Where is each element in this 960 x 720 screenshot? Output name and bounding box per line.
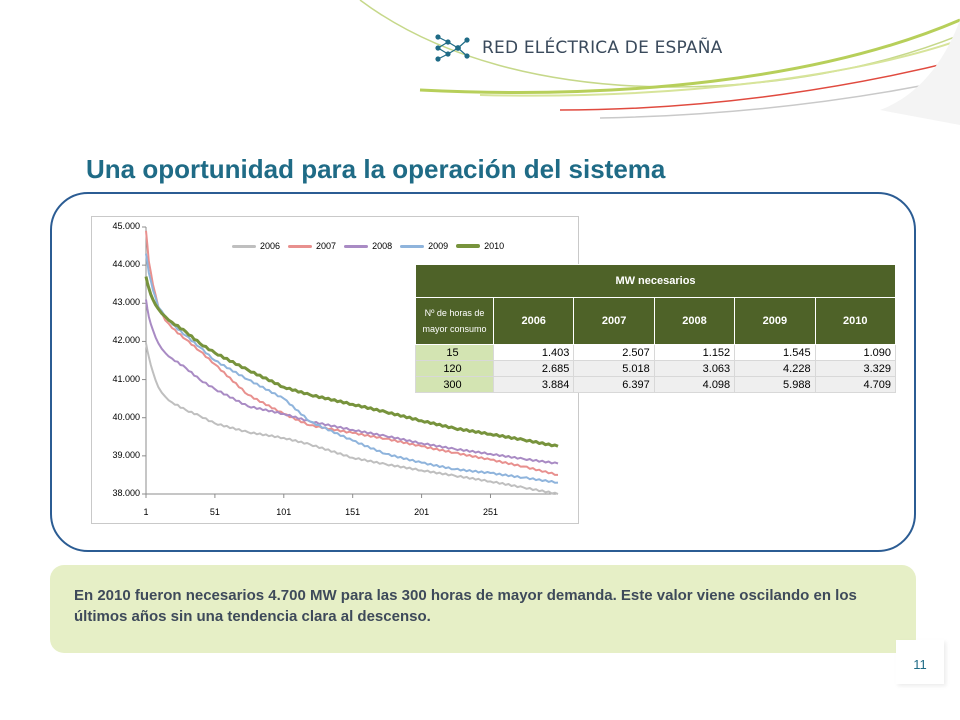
row-label: 15 (415, 344, 494, 361)
table-cell: 4.709 (814, 376, 897, 393)
table-title: MW necesarios (415, 264, 896, 298)
legend-item-2009: 2009 (400, 241, 448, 251)
legend-item-2006: 2006 (232, 241, 280, 251)
decorative-swooshes (359, 0, 960, 125)
legend-swatch (456, 244, 481, 248)
table-cell: 2.685 (492, 360, 575, 377)
legend-swatch (288, 244, 313, 248)
series-line-2007 (145, 230, 558, 476)
y-tick-label: 38.000 (112, 488, 140, 498)
table-cell: 1.403 (492, 344, 575, 361)
y-tick-label: 42.000 (112, 335, 140, 346)
x-tick-label: 51 (209, 507, 220, 517)
table-row: 15 1.403 2.507 1.152 1.545 1.090 (415, 344, 897, 361)
y-tick-label: 41.000 (112, 373, 140, 384)
legend-label: 2010 (484, 241, 505, 251)
table-cell: 4.228 (734, 360, 816, 377)
y-tick-label: 40.000 (112, 411, 140, 422)
network-nodes-icon (435, 34, 470, 62)
table-cell: 6.397 (573, 376, 655, 393)
legend-item-2010: 2010 (456, 241, 504, 251)
y-tick-label: 39.000 (112, 449, 140, 460)
content-frame (50, 192, 916, 552)
table-cell: 5.018 (573, 360, 655, 377)
series-line-2010 (144, 276, 559, 448)
chart-legend: 2006 2007 2008 2009 2010 (232, 241, 504, 251)
table-cell: 1.090 (814, 344, 897, 361)
row-label: 120 (415, 360, 494, 377)
chart-canvas (142, 226, 559, 498)
col-header: 2009 (734, 297, 816, 345)
legend-swatch (232, 244, 256, 248)
table-cell: 4.098 (653, 376, 736, 393)
y-tick-label: 43.000 (112, 297, 140, 308)
x-tick-label: 201 (414, 507, 430, 517)
series-line-2008 (145, 299, 559, 465)
legend-swatch (400, 244, 425, 248)
table-cell: 1.152 (653, 344, 736, 361)
legend-label: 2007 (316, 241, 337, 251)
legend-label: 2008 (372, 241, 393, 251)
legend-label: 2009 (428, 241, 449, 251)
x-tick-label: 1 (143, 507, 149, 517)
legend-item-2007: 2007 (288, 241, 336, 251)
row-label: 300 (415, 376, 494, 393)
legend-swatch (344, 244, 369, 248)
table-cell: 5.988 (734, 376, 816, 393)
y-tick-label: 44.000 (112, 259, 140, 270)
x-tick-label: 251 (482, 507, 498, 517)
slide-title: Una oportunidad para la operación del si… (86, 154, 666, 184)
table-cell: 3.884 (492, 376, 575, 393)
y-tick-label: 45.000 (112, 221, 140, 231)
summary-text: En 2010 fueron necesarios 4.700 MW para … (74, 587, 857, 625)
table-cell: 3.329 (814, 360, 897, 377)
x-tick-label: 151 (345, 507, 361, 517)
table-cell: 2.507 (573, 344, 655, 361)
table-row: 300 3.884 6.397 4.098 5.988 4.709 (415, 376, 897, 393)
table-cell: 1.545 (734, 344, 816, 361)
col-header: 2010 (814, 297, 897, 345)
x-tick-label: 101 (276, 507, 292, 517)
col-header: 2007 (573, 297, 655, 345)
row-header: Nº de horas de mayor consumo (415, 297, 494, 345)
page-number: 11 (896, 640, 944, 684)
col-header: 2008 (653, 297, 736, 345)
mw-table: MW necesarios Nº de horas de mayor consu… (415, 264, 897, 393)
table-cell: 3.063 (653, 360, 736, 377)
series-line-2006 (145, 343, 559, 495)
series-line-2009 (145, 253, 559, 484)
company-name: RED ELÉCTRICA DE ESPAÑA (482, 38, 723, 58)
col-header: 2006 (492, 297, 575, 345)
summary-note: En 2010 fueron necesarios 4.700 MW para … (50, 565, 916, 653)
legend-item-2008: 2008 (344, 241, 392, 251)
table-row: 120 2.685 5.018 3.063 4.228 3.329 (415, 360, 897, 377)
legend-label: 2006 (260, 241, 281, 251)
company-logo: RED ELÉCTRICA DE ESPAÑA (434, 30, 723, 66)
